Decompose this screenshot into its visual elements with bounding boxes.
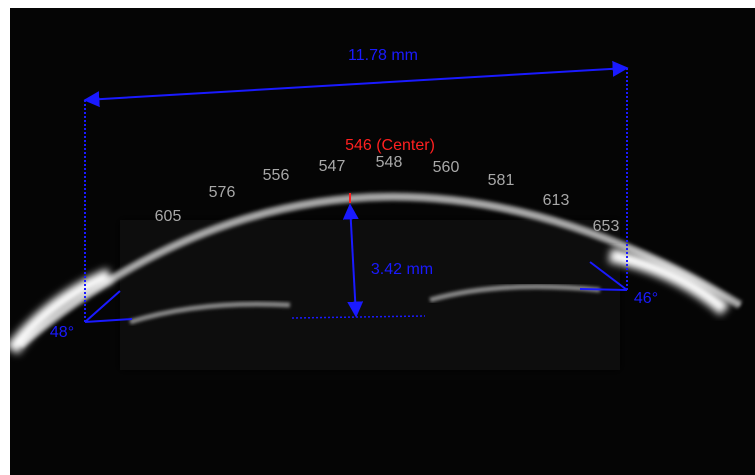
thickness-label: 613 xyxy=(543,192,570,209)
width-arrow xyxy=(83,60,629,108)
width-label: 11.78 mm xyxy=(348,47,418,64)
thickness-label: 576 xyxy=(209,184,236,201)
depth-arrow xyxy=(342,203,364,318)
limbus-right xyxy=(608,248,730,316)
iris-right xyxy=(429,284,601,303)
iris-left xyxy=(129,301,291,325)
limbus-left xyxy=(6,268,113,355)
depth-label: 3.42 mm xyxy=(371,261,433,278)
center-label: 546 (Center) xyxy=(345,137,435,154)
thickness-label: 556 xyxy=(263,167,290,184)
angle-line xyxy=(84,318,133,323)
angle-label: 46° xyxy=(634,290,658,307)
thickness-label: 653 xyxy=(593,218,620,235)
thickness-label: 548 xyxy=(376,154,403,171)
thickness-label: 605 xyxy=(155,208,182,225)
angle-label: 48° xyxy=(50,324,74,341)
angle-line xyxy=(589,261,628,291)
angle-line xyxy=(579,288,628,291)
cornea-edge xyxy=(19,195,741,347)
scatter xyxy=(120,220,620,370)
thickness-labels: 605 576 556 547 548 560 581 613 653 xyxy=(155,154,620,235)
angle-line xyxy=(84,290,121,323)
thickness-label: 547 xyxy=(319,158,346,175)
thickness-label: 581 xyxy=(488,172,515,189)
thickness-label: 560 xyxy=(433,159,460,176)
